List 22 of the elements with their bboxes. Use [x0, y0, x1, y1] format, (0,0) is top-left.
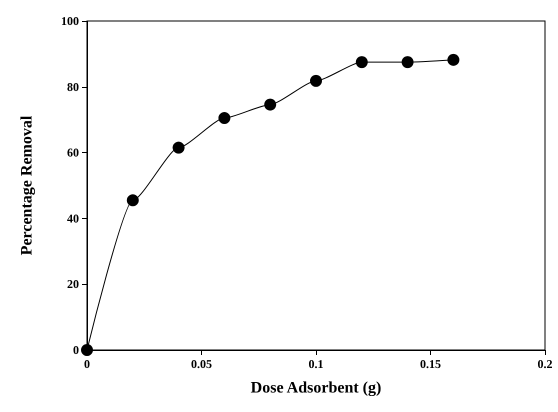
x-tick-label: 0.05	[191, 357, 212, 371]
point	[310, 74, 322, 87]
point	[218, 112, 230, 124]
y-tick-label: 0	[73, 343, 79, 357]
y-tick-label: 100	[61, 14, 79, 28]
x-tick-label: 0.2	[538, 357, 552, 371]
y-tick-label: 80	[67, 80, 79, 94]
x-axis-title: Dose Adsorbent (g)	[250, 380, 382, 396]
point	[81, 344, 93, 356]
point	[356, 56, 368, 68]
y-tick-label: 20	[67, 277, 79, 292]
point	[172, 142, 185, 154]
x-tick-label: 0	[84, 357, 90, 371]
y-tick-label: 40	[67, 211, 79, 226]
point	[447, 54, 460, 66]
x-tick-label: 0.15	[420, 357, 441, 371]
x-tick-label: 0.1	[308, 357, 324, 371]
point	[126, 194, 139, 206]
y-tick-label: 60	[67, 146, 79, 160]
point	[402, 56, 414, 68]
y-axis-title: Percentage Removal	[18, 115, 36, 256]
point	[264, 98, 276, 111]
